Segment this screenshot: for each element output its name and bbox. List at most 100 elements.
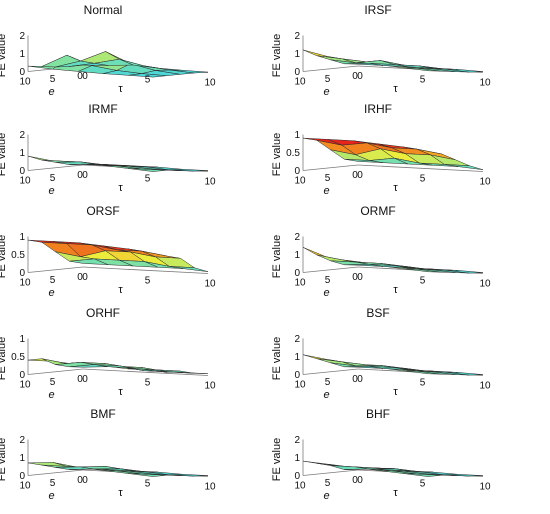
tau-tick-label: 10 — [479, 177, 491, 188]
z-tick-label: 1 — [294, 130, 300, 141]
z-tick-label: 2 — [19, 31, 25, 42]
e-tick-label: 5 — [50, 173, 56, 184]
tau-tick-label: 5 — [145, 377, 151, 388]
z-axis-label: FE value — [271, 337, 283, 380]
z-tick-label: 1 — [19, 148, 25, 159]
e-tick-label: 0 — [77, 272, 83, 283]
e-axis-label: e — [48, 287, 54, 299]
tau-tick-label: 5 — [145, 478, 151, 489]
panel-title: IRMF — [88, 102, 117, 116]
surface-patch — [69, 163, 109, 165]
surface-patch — [344, 264, 384, 267]
e-tick-label: 0 — [77, 475, 83, 486]
e-tick-label: 0 — [77, 71, 83, 82]
e-tick-label: 5 — [50, 74, 56, 85]
panel-title: ORMF — [360, 204, 395, 218]
tau-axis-label: τ — [118, 182, 123, 194]
tau-axis-label: τ — [118, 83, 123, 95]
z-axis-label: FE value — [271, 438, 283, 481]
tau-tick-label: 0 — [82, 71, 88, 82]
z-tick-label: 1 — [19, 334, 25, 345]
e-tick-label: 0 — [77, 374, 83, 385]
e-axis-label: e — [48, 389, 54, 401]
tau-tick-label: 0 — [82, 374, 88, 385]
z-tick-label: 0 — [19, 67, 25, 78]
z-tick-label: 1 — [19, 453, 25, 464]
surface-panel: BSF 0 1 2 FE value 10 5 0 e 0 5 10 τ — [271, 306, 491, 401]
tau-axis-label: τ — [393, 182, 398, 194]
tau-tick-label: 10 — [204, 279, 216, 290]
e-tick-label: 10 — [294, 77, 306, 88]
tau-tick-label: 5 — [145, 173, 151, 184]
tau-tick-label: 0 — [82, 272, 88, 283]
tau-axis-line — [82, 368, 209, 376]
e-tick-label: 5 — [325, 377, 331, 388]
e-tick-label: 5 — [325, 173, 331, 184]
surface-patch — [69, 364, 109, 368]
e-axis-label: e — [323, 490, 329, 502]
z-tick-label: 0.5 — [11, 352, 25, 363]
tau-axis-label: τ — [118, 284, 123, 296]
z-tick-label: 0.5 — [286, 148, 300, 159]
surface-panel: BMF 0 1 2 FE value 10 5 0 e 0 5 10 τ — [0, 407, 216, 502]
z-axis-label: FE value — [0, 337, 8, 380]
e-axis-label: e — [323, 389, 329, 401]
e-axis-label: e — [323, 287, 329, 299]
tau-tick-label: 0 — [357, 475, 363, 486]
e-tick-label: 0 — [352, 374, 358, 385]
z-tick-label: 0 — [294, 67, 300, 78]
surface-patch — [69, 258, 109, 265]
e-tick-label: 5 — [325, 275, 331, 286]
panel-title: BMF — [90, 407, 115, 421]
e-axis-line — [27, 164, 84, 171]
surface-panel: ORMF 0 1 2 FE value 10 5 0 e 0 5 10 τ — [271, 204, 491, 299]
tau-tick-label: 0 — [82, 170, 88, 181]
e-axis-line — [27, 266, 84, 273]
tau-tick-label: 5 — [420, 173, 426, 184]
z-axis-label: FE value — [0, 34, 8, 77]
e-axis-line — [302, 65, 359, 72]
tau-axis-label: τ — [393, 386, 398, 398]
tau-axis-line — [357, 164, 484, 172]
tau-axis-label: τ — [393, 83, 398, 95]
tau-axis-label: τ — [118, 487, 123, 499]
tau-tick-label: 10 — [479, 78, 491, 89]
e-axis-line — [302, 266, 359, 273]
z-tick-label: 2 — [19, 130, 25, 141]
tau-axis-label: τ — [118, 386, 123, 398]
z-tick-label: 0 — [19, 471, 25, 482]
tau-tick-label: 10 — [204, 482, 216, 493]
z-tick-label: 1 — [294, 250, 300, 261]
z-axis-label: FE value — [0, 235, 8, 278]
e-axis-line — [27, 368, 84, 375]
e-axis-label: e — [48, 490, 54, 502]
surface-patch — [344, 158, 384, 163]
e-tick-label: 10 — [19, 380, 31, 391]
z-tick-label: 1 — [294, 352, 300, 363]
z-tick-label: 0 — [294, 268, 300, 279]
e-axis-label: e — [323, 185, 329, 197]
e-tick-label: 10 — [19, 278, 31, 289]
e-axis-label: e — [323, 86, 329, 98]
tau-tick-label: 10 — [204, 78, 216, 89]
tau-axis-label: τ — [393, 487, 398, 499]
panel-title: IRSF — [364, 3, 391, 17]
tau-tick-label: 5 — [145, 275, 151, 286]
panel-title: ORHF — [86, 306, 120, 320]
z-tick-label: 2 — [294, 232, 300, 243]
e-axis-label: e — [48, 185, 54, 197]
z-tick-label: 0 — [294, 471, 300, 482]
e-tick-label: 0 — [352, 170, 358, 181]
surface-panel: ORSF 0 0.5 1 FE value 10 5 0 e 0 5 10 τ — [0, 204, 216, 299]
e-axis-line — [27, 469, 84, 476]
e-tick-label: 10 — [294, 481, 306, 492]
tau-tick-label: 5 — [420, 478, 426, 489]
surface-panel: Normal 0 1 2 FE value 10 5 0 e 0 5 10 τ — [0, 3, 216, 98]
z-tick-label: 2 — [19, 435, 25, 446]
z-tick-label: 1 — [294, 49, 300, 60]
e-tick-label: 10 — [294, 380, 306, 391]
surface-patch — [344, 366, 384, 369]
z-tick-label: 0 — [19, 370, 25, 381]
e-tick-label: 0 — [352, 475, 358, 486]
